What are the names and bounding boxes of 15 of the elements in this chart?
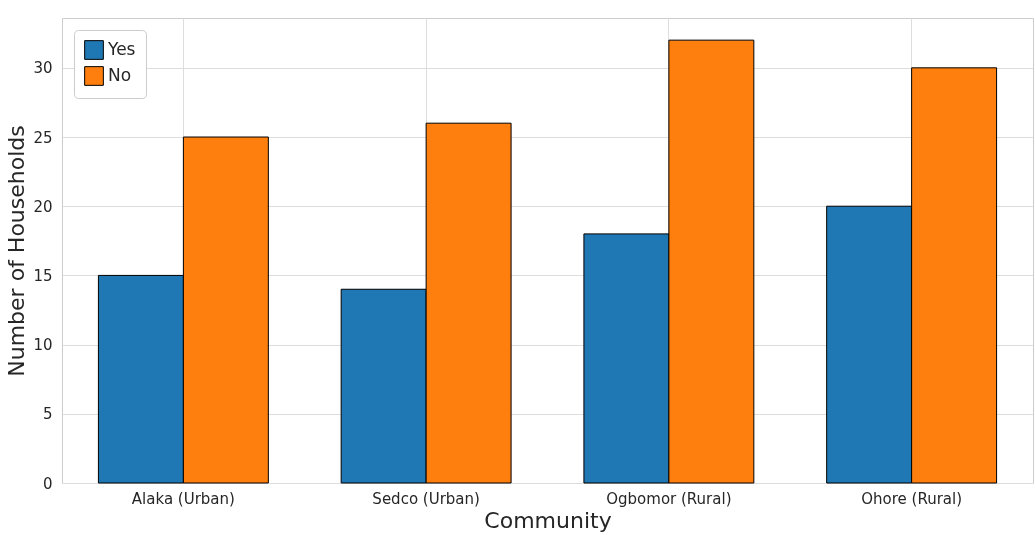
y-axis-title: Number of Households <box>4 125 30 377</box>
legend-label: Yes <box>107 39 136 59</box>
x-tick-label: Alaka (Urban) <box>131 489 235 508</box>
y-tick-label: 5 <box>42 405 53 424</box>
y-tick-label: 20 <box>33 197 53 216</box>
x-axis-title: Community <box>484 507 612 533</box>
y-tick-label: 30 <box>33 59 53 78</box>
y-tick-label: 15 <box>33 266 53 285</box>
y-tick-label: 25 <box>33 128 53 147</box>
x-tick-label: Ohore (Rural) <box>861 489 963 508</box>
y-tick-label: 0 <box>42 474 53 493</box>
x-tick-label: Sedco (Urban) <box>372 489 480 508</box>
y-tick-label: 10 <box>33 336 53 355</box>
legend-label: No <box>108 65 132 85</box>
x-tick-label: Ogbomor (Rural) <box>606 489 732 508</box>
